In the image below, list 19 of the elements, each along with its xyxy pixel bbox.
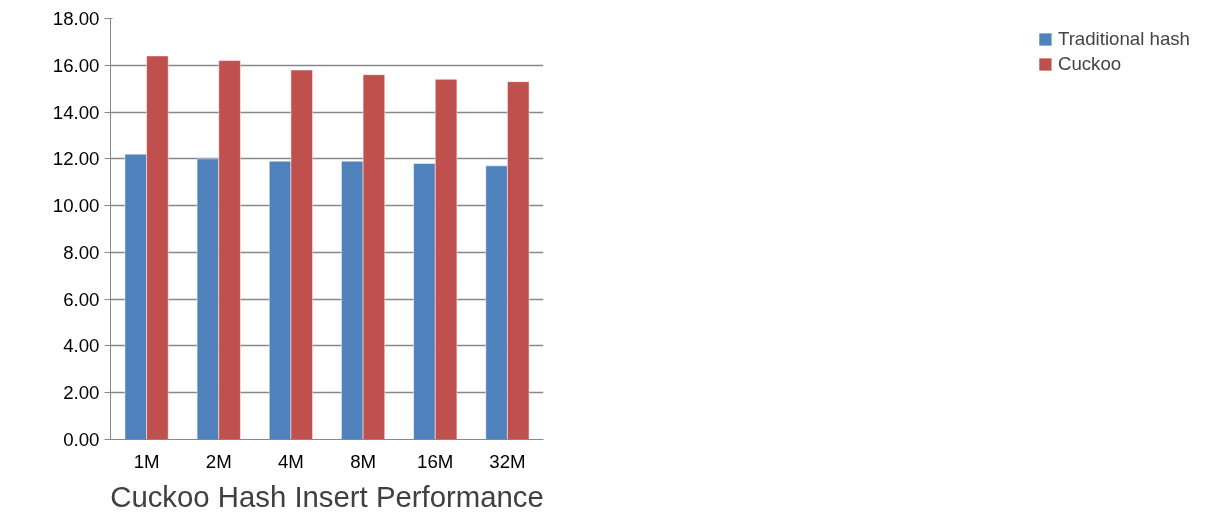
y-tick-label: 8.00 — [63, 241, 100, 263]
y-tick-label: 0.00 — [63, 429, 100, 450]
y-tick-label: 4.00 — [63, 335, 100, 357]
x-tick-label: 16M — [417, 450, 454, 472]
x-tick-label: 32M — [489, 450, 526, 472]
y-tick-label: 16.00 — [52, 54, 100, 76]
y-tick-label: 10.00 — [52, 195, 100, 217]
x-tick-label: 1M — [133, 450, 160, 472]
y-tick-label: 12.00 — [52, 148, 100, 170]
y-tick-label: 6.00 — [63, 288, 100, 310]
legend-label: Traditional hash — [1057, 28, 1190, 50]
x-tick-label: 2M — [205, 450, 232, 472]
legend-label: Cuckoo — [1057, 53, 1122, 75]
x-tick-label: 8M — [350, 450, 377, 472]
y-tick-label: 14.00 — [52, 101, 100, 123]
y-tick-label: 2.00 — [63, 382, 100, 404]
y-tick-label: 18.00 — [52, 8, 100, 29]
x-axis-title: Cuckoo Hash Insert Performance — [110, 479, 544, 513]
x-tick-label: 4M — [277, 450, 304, 472]
